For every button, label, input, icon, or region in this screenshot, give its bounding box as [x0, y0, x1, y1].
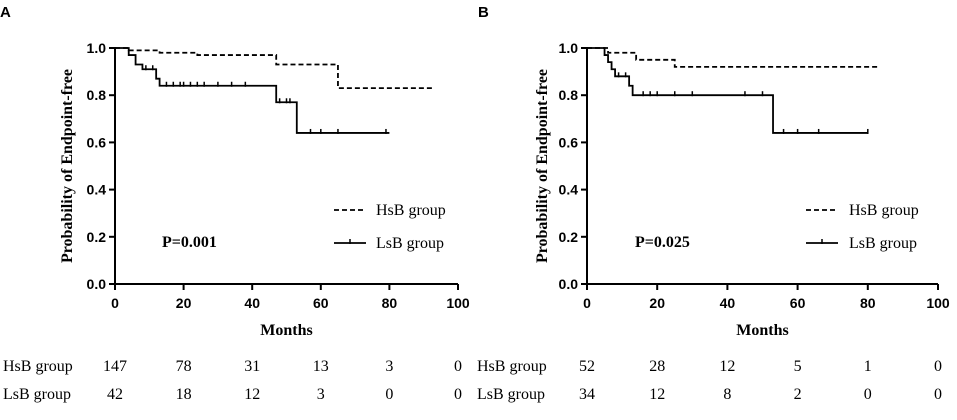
panel-a-risk-row-1-value: 31 — [244, 358, 260, 375]
panel-b-letter: B — [478, 4, 489, 21]
panel-a-risk-row-1-value: 3 — [385, 358, 393, 375]
panel-a-hsb-group-curve — [115, 47, 434, 90]
panel-b-p-value: P=0.025 — [635, 234, 690, 251]
panel-b-hsb-group-curve — [587, 47, 879, 68]
panel-b-legend-hsb-label: HsB group — [849, 202, 919, 219]
panel-b-risk-row-1-value: 12 — [719, 358, 735, 375]
panel-a-legend-hsb-label: HsB group — [376, 202, 446, 219]
panel-a-risk-row-2-value: 18 — [176, 386, 192, 403]
panel-a-lsb-group-curve — [115, 47, 390, 134]
panel-a-x-tick-label: 100 — [446, 295, 470, 311]
panel-a-y-tick-label: 0.2 — [87, 229, 107, 245]
panel-a-risk-row-2-value: 42 — [107, 386, 123, 403]
panel-b-x-tick-label: 60 — [790, 295, 806, 311]
panel-b-x-tick-label: 80 — [860, 295, 876, 311]
panel-b-x-tick-label: 40 — [720, 295, 736, 311]
panel-a-risk-row-1-value: 13 — [313, 358, 329, 375]
panel-a-risk-row-1-label: HsB group — [3, 358, 73, 375]
panel-a-y-tick-label: 1.0 — [87, 40, 107, 56]
panel-b-x-tick-label: 20 — [649, 295, 665, 311]
panel-b-risk-row-2-value: 8 — [723, 386, 731, 403]
panel-a-risk-row-2-value: 3 — [317, 386, 325, 403]
panel-a-y-tick-label: 0.8 — [87, 87, 107, 103]
panel-b-y-tick-label: 0.2 — [559, 229, 579, 245]
panel-a-x-tick-label: 20 — [176, 295, 192, 311]
panel-a-risk-row-1-value: 147 — [103, 358, 127, 375]
panel-b-risk-row-1-value: 0 — [934, 358, 942, 375]
panel-a-risk-row-1-value: 78 — [176, 358, 192, 375]
panel-b-y-tick-label: 0.0 — [559, 276, 579, 292]
panel-a-y-tick-label: 0.4 — [87, 182, 107, 198]
panel-b-risk-row-1-value: 5 — [794, 358, 802, 375]
panel-b-y-axis-title: Probability of Endpoint-free — [534, 69, 551, 263]
panel-a-y-tick-label: 0.6 — [87, 134, 107, 150]
panel-a-y-axis-title: Probability of Endpoint-free — [59, 69, 76, 263]
panel-b-y-tick-label: 0.8 — [559, 87, 579, 103]
panel-b-legend-lsb-label: LsB group — [849, 235, 917, 252]
panel-b-risk-row-2-value: 0 — [934, 386, 942, 403]
panel-b-lsb-group-curve — [587, 47, 868, 134]
panel-a-letter: A — [0, 4, 11, 21]
panel-b-risk-row-1-label: HsB group — [477, 358, 547, 375]
panel-b-x-tick-label: 0 — [583, 295, 591, 311]
panel-a-x-tick-label: 40 — [244, 295, 260, 311]
panel-a-x-tick-label: 0 — [111, 295, 119, 311]
panel-a-legend-lsb-label: LsB group — [376, 235, 444, 252]
panel-b-risk-row-2-value: 0 — [864, 386, 872, 403]
panel-b-risk-row-2-value: 2 — [794, 386, 802, 403]
panel-b-risk-row-2-label: LsB group — [477, 386, 545, 403]
panel-b-y-tick-label: 1.0 — [559, 40, 579, 56]
panel-b-risk-row-1-value: 1 — [864, 358, 872, 375]
panel-a-p-value: P=0.001 — [162, 234, 217, 251]
panel-b-risk-row-2-value: 12 — [649, 386, 665, 403]
panel-a-risk-row-2-value: 0 — [385, 386, 393, 403]
panel-a-risk-row-2-label: LsB group — [3, 386, 71, 403]
panel-b-risk-row-1-value: 52 — [579, 358, 595, 375]
panel-a-risk-row-1-value: 0 — [454, 358, 462, 375]
panel-a-y-tick-label: 0.0 — [87, 276, 107, 292]
panel-a-x-axis-title: Months — [260, 322, 312, 339]
panel-a-risk-row-2-value: 12 — [244, 386, 260, 403]
panel-b-risk-row-1-value: 28 — [649, 358, 665, 375]
panel-b-risk-row-2-value: 34 — [579, 386, 595, 403]
panel-b-y-tick-label: 0.4 — [559, 182, 579, 198]
panel-b-y-tick-label: 0.6 — [559, 134, 579, 150]
panel-a-risk-row-2-value: 0 — [454, 386, 462, 403]
panel-b-x-tick-label: 100 — [926, 295, 950, 311]
panel-a-x-tick-label: 80 — [382, 295, 398, 311]
panel-a-x-tick-label: 60 — [313, 295, 329, 311]
panel-b-x-axis-title: Months — [736, 322, 788, 339]
